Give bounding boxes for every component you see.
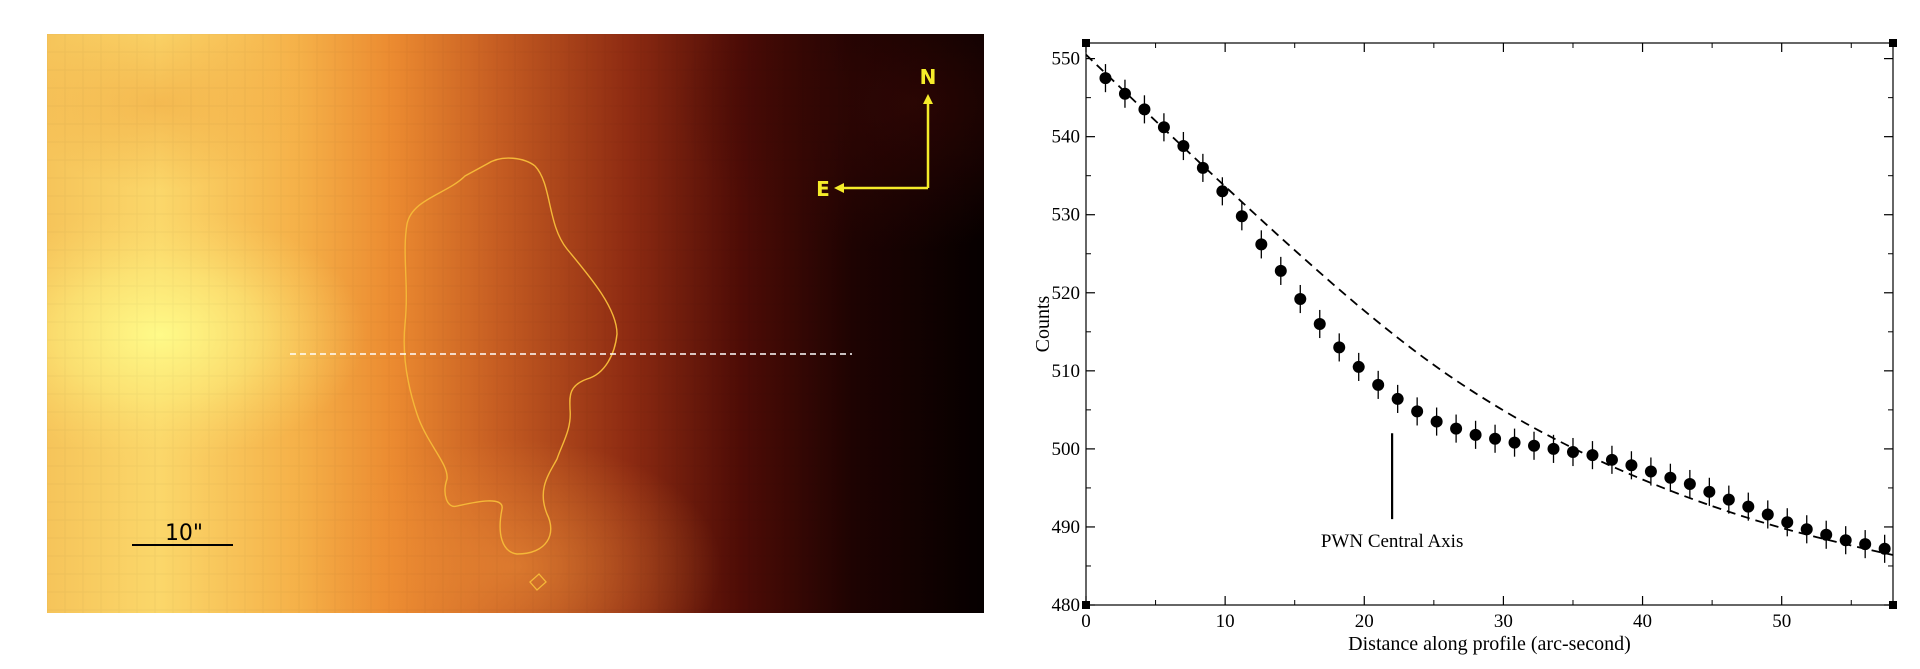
y-axis-label: Counts — [1032, 295, 1054, 352]
data-point — [1547, 442, 1560, 455]
small-contour — [529, 573, 547, 591]
x-tick-label: 30 — [1494, 611, 1513, 632]
data-point — [1450, 422, 1463, 435]
compass-north-label: N — [920, 65, 937, 89]
data-point — [1118, 87, 1131, 100]
model-dashed-line — [1085, 54, 1894, 556]
data-point — [1683, 478, 1696, 491]
plot-frame — [1085, 42, 1894, 606]
x-tick-label: 0 — [1081, 611, 1091, 632]
y-tick-label: 530 — [1052, 205, 1081, 226]
data-point — [1138, 103, 1151, 116]
y-tick-label: 520 — [1052, 283, 1081, 304]
data-point — [1235, 210, 1248, 223]
data-point — [1313, 318, 1326, 330]
data-point — [1742, 500, 1755, 513]
data-point — [1508, 436, 1521, 449]
data-point — [1703, 485, 1716, 498]
compass-north-head — [923, 94, 933, 104]
y-tick-label: 480 — [1052, 595, 1081, 616]
y-tick-label: 550 — [1052, 49, 1081, 70]
data-point — [1352, 360, 1365, 373]
y-tick-label: 490 — [1052, 517, 1081, 538]
data-point — [1430, 415, 1443, 428]
data-point — [1411, 405, 1424, 418]
x-tick-label: 20 — [1355, 611, 1374, 632]
data-point — [1605, 453, 1618, 466]
xray-image: 10" N E — [47, 34, 984, 613]
profile-chart-svg: 0 10 20 30 40 50 480 490 500 510 520 530 540 550 PWN … — [1032, 39, 1897, 655]
data-point — [1274, 264, 1287, 277]
data-point — [1157, 121, 1170, 134]
pwn-contour — [403, 157, 618, 555]
x-tick-label: 40 — [1633, 611, 1652, 632]
data-point — [1528, 439, 1541, 452]
data-point — [1333, 341, 1346, 354]
data-point — [1800, 523, 1813, 536]
data-point — [1196, 161, 1209, 174]
data-point — [1644, 465, 1657, 478]
xray-image-panel: 10" N E — [47, 34, 984, 613]
y-tick-label: 510 — [1052, 361, 1081, 382]
data-point — [1859, 538, 1872, 551]
data-point — [1625, 459, 1638, 472]
data-point — [1878, 542, 1891, 555]
profile-chart: 0 10 20 30 40 50 480 490 500 510 520 530 540 550 PWN … — [1000, 0, 1920, 669]
central-axis-label: PWN Central Axis — [1321, 531, 1464, 552]
data-point — [1391, 392, 1404, 405]
data-point — [1664, 471, 1677, 484]
x-tick-label: 10 — [1216, 611, 1235, 632]
frame-corner-marker — [1889, 39, 1897, 47]
scale-bar-label: 10" — [165, 521, 203, 546]
data-point — [1761, 508, 1774, 521]
data-point — [1781, 516, 1794, 529]
data-point — [1489, 432, 1502, 445]
y-tick-label: 500 — [1052, 439, 1081, 460]
data-point — [1372, 378, 1385, 391]
data-point — [1566, 446, 1579, 459]
x-axis-label: Distance along profile (arc-second) — [1348, 633, 1631, 655]
data-point — [1255, 238, 1268, 251]
compass-east-label: E — [816, 177, 830, 201]
data-point — [1099, 72, 1112, 85]
data-point — [1177, 140, 1190, 153]
data-point — [1216, 185, 1229, 198]
compass-east-head — [834, 183, 844, 193]
data-point — [1586, 449, 1599, 462]
data-point — [1722, 493, 1735, 506]
x-tick-label: 50 — [1772, 611, 1791, 632]
data-point — [1469, 428, 1482, 441]
data-point — [1294, 293, 1307, 306]
y-tick-label: 540 — [1052, 127, 1081, 148]
data-point — [1839, 534, 1852, 547]
data-point — [1820, 528, 1833, 541]
